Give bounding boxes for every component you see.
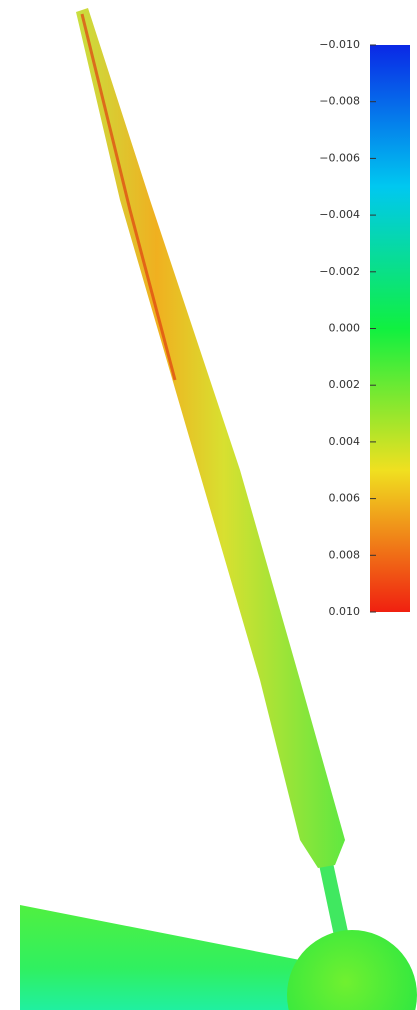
- tick-label: 0.000: [329, 322, 361, 335]
- tick-label: −0.006: [319, 151, 360, 164]
- tick-label: −0.008: [319, 95, 360, 108]
- cylinder: [20, 905, 300, 1010]
- visualization: −0.010 −0.008 −0.006 −0.004 −0.002 0.000 0.002…: [0, 0, 417, 1010]
- tick-label: 0.006: [329, 492, 361, 505]
- tick-label: −0.010: [319, 38, 360, 51]
- tick-label: 0.002: [329, 378, 361, 391]
- tick-label: −0.002: [319, 265, 360, 278]
- tick-label: −0.004: [319, 208, 360, 221]
- colorbar: −0.010 −0.008 −0.006 −0.004 −0.002 0.000 0.002…: [319, 38, 410, 618]
- tick-label: 0.004: [329, 435, 361, 448]
- tick-label: 0.010: [329, 605, 361, 618]
- hub: [287, 930, 417, 1010]
- blade: [76, 8, 345, 868]
- tick-label: 0.008: [329, 548, 361, 561]
